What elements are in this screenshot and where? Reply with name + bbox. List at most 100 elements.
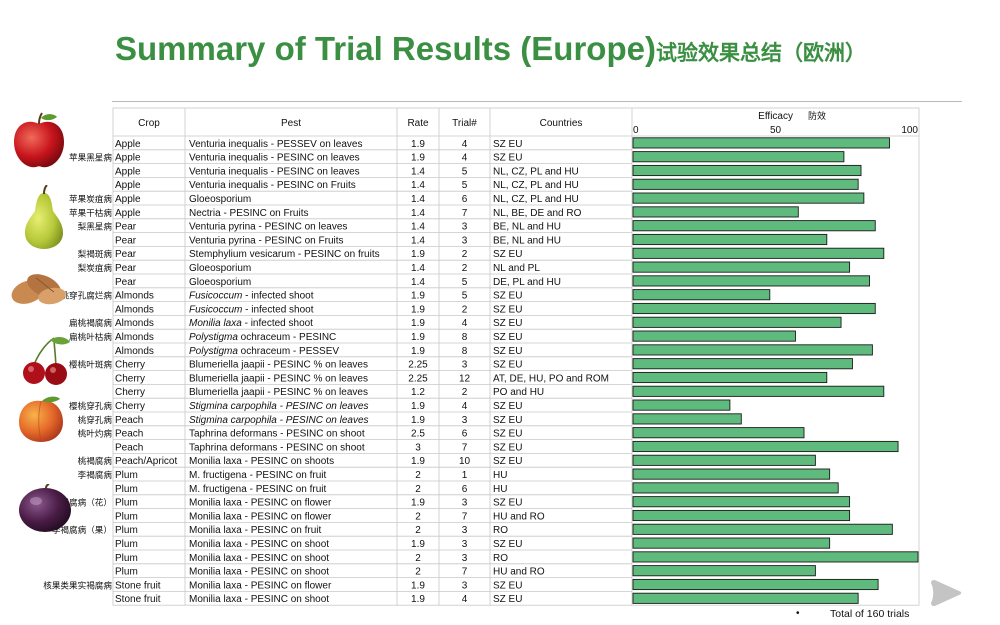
countries-cell: NL, BE, DE and RO xyxy=(493,208,582,219)
table-row: Apple Venturia inequalis - PESINC on leav… xyxy=(115,164,862,177)
rate-cell: 1.9 xyxy=(411,539,425,550)
rate-cell: 3 xyxy=(415,442,421,453)
countries-cell: NL, CZ, PL and HU xyxy=(493,194,579,205)
title-divider xyxy=(112,101,962,102)
table-row: Plum Monilia laxa - PESINC on shoot 2 7 HU a… xyxy=(115,565,816,578)
efficacy-bar xyxy=(632,592,859,604)
crop-cell: Plum xyxy=(115,498,138,509)
crop-cell: Pear xyxy=(115,235,137,246)
table-row: Plum Monilia laxa - PESINC on fruit 2 3 RO xyxy=(115,523,893,536)
pest-cell: Fusicoccum - infected shoot xyxy=(189,304,314,315)
table-row: Apple Gloeosporium 1.4 6 NL, CZ, PL and HU xyxy=(115,192,865,205)
trial-cell: 3 xyxy=(462,235,468,246)
pest-cell: Blumeriella jaapii - PESINC % on leaves xyxy=(189,373,368,384)
trial-cell: 3 xyxy=(462,539,468,550)
efficacy-bar xyxy=(632,578,879,591)
countries-cell: SZ EU xyxy=(493,415,522,426)
countries-cell: NL, CZ, PL and HU xyxy=(493,166,579,177)
countries-cell: SZ EU xyxy=(493,580,522,591)
countries-cell: SZ EU xyxy=(493,332,522,343)
disease-label: 桃穿孔病 xyxy=(78,414,113,426)
countries-cell: SZ EU xyxy=(493,594,522,605)
crop-cell: Peach xyxy=(115,429,143,440)
countries-cell: RO xyxy=(493,525,508,536)
trial-cell: 8 xyxy=(462,332,468,343)
countries-cell: NL, CZ, PL and HU xyxy=(493,180,579,191)
efficacy-bar xyxy=(632,509,851,522)
table-row: Plum Monilia laxa - PESINC on shoot 1.9 3 SZ… xyxy=(115,537,831,550)
header-efficacy-chinese: 防效 xyxy=(808,110,826,122)
crop-cell: Apple xyxy=(115,180,141,191)
rate-cell: 1.4 xyxy=(411,180,425,191)
rate-cell: 1.2 xyxy=(411,387,425,398)
rate-cell: 1.4 xyxy=(411,194,425,205)
trial-cell: 12 xyxy=(459,373,471,384)
crop-cell: Plum xyxy=(115,567,138,578)
crop-cell: Almonds xyxy=(115,291,154,302)
countries-cell: SZ EU xyxy=(493,498,522,509)
crop-cell: Apple xyxy=(115,208,141,219)
rate-cell: 1.4 xyxy=(411,208,425,219)
rate-cell: 1.4 xyxy=(411,277,425,288)
trial-cell: 3 xyxy=(462,525,468,536)
crop-cell: Pear xyxy=(115,249,137,260)
crop-cell: Peach xyxy=(115,442,143,453)
table-grid xyxy=(112,107,920,606)
next-slide-arrow-icon[interactable] xyxy=(928,579,962,612)
rate-cell: 1.9 xyxy=(411,580,425,591)
table-row: Apple Venturia inequalis - PESSEV on leav… xyxy=(115,137,890,150)
rate-cell: 1.4 xyxy=(411,235,425,246)
countries-cell: SZ EU xyxy=(493,249,522,260)
pest-cell: Venturia pyrina - PESINC on Fruits xyxy=(189,235,344,246)
table-row: Pear Stemphylium vesicarum - PESINC on fr… xyxy=(115,247,885,260)
disease-label: 苹果干枯病 xyxy=(69,207,112,219)
pest-cell: Gloeosporium xyxy=(189,263,251,274)
title-chinese: 试验效果总结（欧洲） xyxy=(655,41,866,65)
crop-cell: Cherry xyxy=(115,401,145,412)
trial-cell: 2 xyxy=(462,304,468,315)
disease-label: 扁桃褐腐病 xyxy=(69,317,112,329)
trial-cell: 7 xyxy=(462,442,468,453)
crop-cell: Cherry xyxy=(115,360,145,371)
crop-cell: Almonds xyxy=(115,332,154,343)
table-row: Almonds Monilia laxa - infected shoot 1.9 4… xyxy=(115,316,842,329)
pest-cell: Blumeriella jaapii - PESINC % on leaves xyxy=(189,360,368,371)
countries-cell: SZ EU xyxy=(493,291,522,302)
crop-cell: Almonds xyxy=(115,304,154,315)
efficacy-bar xyxy=(632,385,885,397)
countries-cell: SZ EU xyxy=(493,139,522,150)
rate-cell: 1.9 xyxy=(411,318,425,329)
crop-cell: Plum xyxy=(115,553,138,564)
pest-cell: Monilia laxa - PESINC on fruit xyxy=(189,525,321,536)
header-efficacy: Efficacy xyxy=(758,111,793,122)
countries-cell: PO and HU xyxy=(493,387,544,398)
countries-cell: HU and RO xyxy=(493,511,545,522)
table-row: Apple Venturia inequalis - PESINC on leav… xyxy=(115,151,845,164)
efficacy-bar xyxy=(632,289,771,301)
trial-cell: 3 xyxy=(462,360,468,371)
table-row: Plum Monilia laxa - PESINC on flower 1.9 3 S… xyxy=(115,496,851,509)
apple-illustration xyxy=(10,112,68,175)
countries-cell: NL and PL xyxy=(493,263,540,274)
countries-cell: DE, PL and HU xyxy=(493,277,561,288)
trial-cell: 7 xyxy=(462,511,468,522)
efficacy-bar xyxy=(632,482,839,494)
x-tick-label: 50 xyxy=(770,125,782,136)
crop-cell: Apple xyxy=(115,194,141,205)
table-row: Pear Venturia pyrina - PESINC on Fruits 1.… xyxy=(115,233,828,246)
header-trial: Trial# xyxy=(452,118,477,129)
table-row: Cherry Stigmina carpophila - PESINC on le… xyxy=(115,399,731,412)
rate-cell: 2 xyxy=(415,511,421,522)
disease-label: 梨黑星病 xyxy=(78,221,113,233)
trial-cell: 2 xyxy=(462,249,468,260)
rate-cell: 1.9 xyxy=(411,332,425,343)
efficacy-bar xyxy=(632,330,796,342)
trial-cell: 4 xyxy=(462,401,468,412)
countries-cell: HU and RO xyxy=(493,567,545,578)
rate-cell: 1.9 xyxy=(411,139,425,150)
efficacy-bar xyxy=(632,358,853,370)
almond-illustration xyxy=(8,268,68,313)
crop-cell: Plum xyxy=(115,470,138,481)
crop-cell: Plum xyxy=(115,511,138,522)
disease-labels: 苹果黑星病苹果炭疽病苹果干枯病梨黑星病梨褐斑病梨炭疽病扁桃穿孔腐烂病扁桃褐腐病扁… xyxy=(43,152,112,592)
